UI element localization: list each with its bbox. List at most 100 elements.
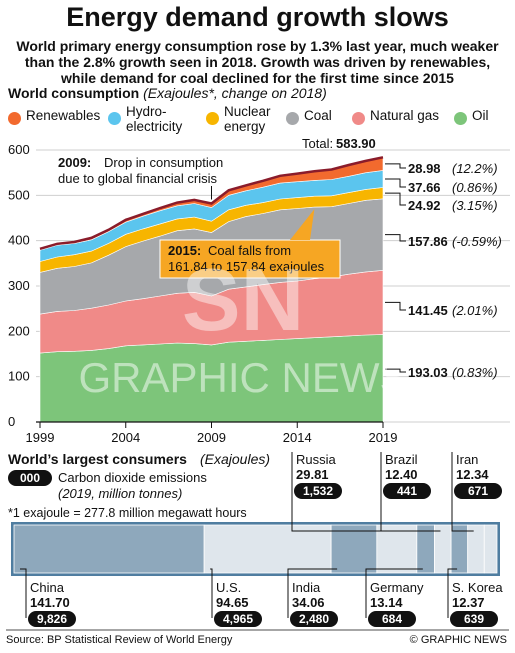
annotation-2009-line2: due to global financial crisis: [58, 171, 217, 186]
consumer-value: 13.14: [370, 595, 403, 610]
consumer-name: Russia: [296, 452, 337, 467]
consumer-segment-brazil: [434, 524, 452, 574]
y-tick-label: 500: [8, 187, 30, 202]
annotation-2009-bold: 2009:: [58, 155, 91, 170]
legend-swatch: [286, 112, 299, 125]
consumer-leader: [210, 568, 213, 618]
consumer-co2: 441: [397, 484, 417, 498]
consumer-segment-china: [13, 524, 205, 574]
consumer-leader: [291, 452, 383, 532]
consumer-name: Germany: [370, 580, 424, 595]
footnote: *1 exajoule = 277.8 million megawatt hou…: [8, 506, 247, 520]
consumer-leader: [451, 452, 474, 532]
value-label: 24.92: [408, 198, 441, 213]
legend-item-oil: Oil: [454, 108, 489, 125]
consumer-value: 34.06: [292, 595, 325, 610]
y-tick-label: 400: [8, 233, 30, 248]
legend-item-renewables: Renewables: [8, 108, 100, 125]
annotation-2009-line1: Drop in consumption: [104, 155, 223, 170]
consumer-segment-iran: [467, 524, 485, 574]
x-tick-label: 2019: [369, 430, 398, 445]
value-leader: [385, 368, 406, 373]
consumer-value: 12.34: [456, 467, 489, 482]
legend-swatch: [454, 112, 467, 125]
value-label: 37.66: [408, 180, 441, 195]
consumer-leader: [20, 568, 27, 618]
consumer-co2-pill: [214, 611, 262, 627]
consumer-co2: 639: [464, 612, 484, 626]
co2-key-label: Carbon dioxide emissions: [58, 470, 207, 485]
consumer-name: S. Korea: [452, 580, 503, 595]
legend-label: Natural gas: [370, 108, 440, 123]
chart-legend: Renewables Hydro- electricity Nuclear en…: [8, 104, 513, 138]
value-leader: [385, 163, 406, 169]
co2-key-sublabel: (2019, million tonnes): [58, 486, 182, 501]
consumer-co2-pill: [383, 483, 431, 499]
legend-label: Hydro-: [126, 104, 167, 119]
y-tick-label: 0: [8, 414, 15, 429]
watermark-logo: SN: [182, 250, 304, 349]
consumer-co2: 1,532: [303, 484, 333, 498]
value-label: 141.45: [408, 303, 448, 318]
consumer-leader: [365, 568, 423, 618]
consumer-value: 94.65: [216, 595, 249, 610]
legend-label: Coal: [304, 108, 332, 123]
consumer-segment-germany: [416, 524, 435, 574]
value-leader: [385, 301, 406, 311]
consumer-co2: 671: [468, 484, 488, 498]
co2-key-pill: [8, 470, 52, 486]
section-units: (Exajoules*, change on 2018): [143, 85, 327, 101]
value-change: (0.83%): [452, 365, 498, 380]
value-leader: [385, 192, 406, 206]
watermark: SN GRAPHIC NEWS: [78, 250, 407, 401]
consumer-co2-pill: [290, 611, 338, 627]
consumer-segment-india: [330, 524, 378, 574]
section2-heading: World’s largest consumers: [8, 451, 187, 467]
consumer-co2: 2,480: [299, 612, 329, 626]
legend-label: energy: [224, 119, 266, 134]
annotation-2015-box: [159, 239, 341, 279]
value-label: 193.03: [408, 365, 448, 380]
consumer-segment-rest: [483, 524, 498, 574]
consumer-name: China: [30, 580, 65, 595]
consumer-co2-pill: [28, 611, 76, 627]
total-label: Total:: [302, 136, 333, 151]
legend-swatch: [352, 112, 365, 125]
value-change: (-0.59%): [452, 234, 502, 249]
subtitle: World primary energy consumption rose by…: [4, 38, 511, 86]
annotation-2015-pointer: [290, 209, 315, 240]
x-tick-label: 2009: [197, 430, 226, 445]
consumer-name: India: [292, 580, 321, 595]
source-note: Source: BP Statistical Review of World E…: [6, 634, 233, 646]
legend-label: Oil: [472, 108, 489, 123]
consumer-value: 12.37: [452, 595, 485, 610]
consumer-value: 141.70: [30, 595, 70, 610]
subtitle-line: than the 2.8% growth seen in 2018. Growt…: [24, 54, 491, 70]
world-consumption-heading: World consumption (Exajoules*, change on…: [8, 85, 327, 101]
legend-item-nuclear: Nuclear energy: [206, 104, 271, 134]
consumer-segment-russia: [376, 524, 418, 574]
value-change: (12.2%): [452, 161, 498, 176]
legend-item-gas: Natural gas: [352, 108, 440, 125]
annotation-2015-bold: 2015:: [168, 243, 201, 258]
consumer-name: Iran: [456, 452, 478, 467]
consumer-name: Brazil: [385, 452, 418, 467]
annotation-2015-line2: 161.84 to 157.84 exajoules: [168, 259, 325, 274]
consumer-co2: 9,826: [37, 612, 67, 626]
legend-swatch: [108, 112, 121, 125]
total-value: 583.90: [336, 136, 376, 151]
value-label: 28.98: [408, 161, 441, 176]
value-leader: [385, 234, 406, 242]
legend-swatch: [206, 112, 219, 125]
consumer-leader: [447, 568, 458, 618]
subtitle-line: while demand for coal declined for the f…: [61, 70, 454, 86]
page-title: Energy demand growth slows: [66, 2, 449, 32]
value-leader: [385, 178, 406, 188]
y-tick-label: 100: [8, 369, 30, 384]
consumer-co2-pill: [450, 611, 498, 627]
x-tick-label: 1999: [26, 430, 55, 445]
watermark-text: GRAPHIC NEWS: [78, 354, 407, 401]
consumer-co2: 684: [382, 612, 402, 626]
consumer-leader: [287, 568, 338, 618]
